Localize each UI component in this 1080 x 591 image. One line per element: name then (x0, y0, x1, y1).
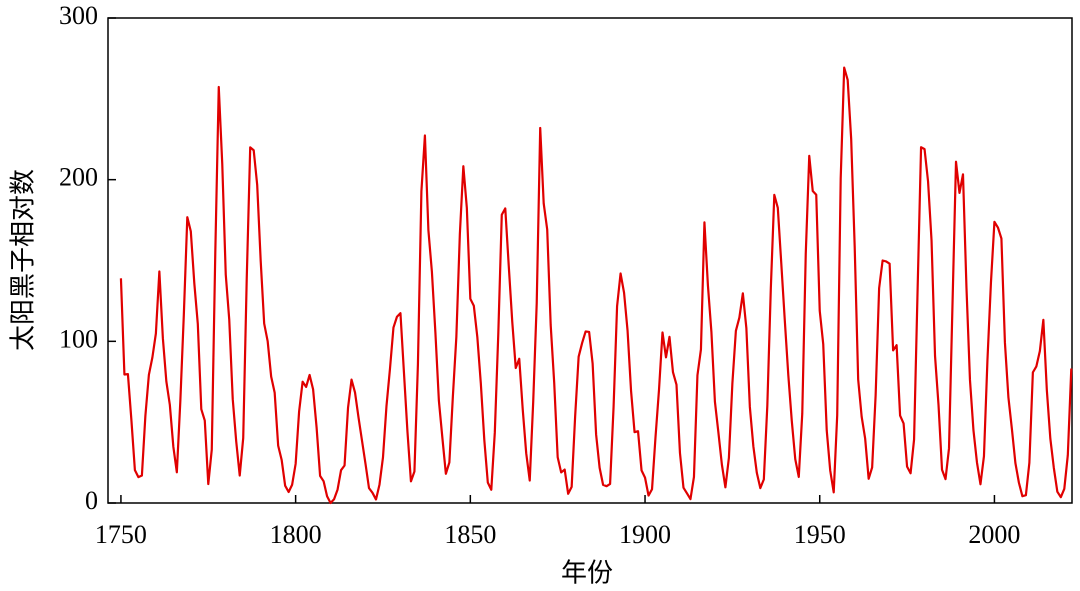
x-tick-label: 1800 (270, 520, 322, 549)
plot-frame (107, 17, 1073, 504)
x-tick-label: 1900 (619, 520, 671, 549)
x-axis-label: 年份 (561, 559, 613, 589)
x-tick-label: 1950 (794, 520, 846, 549)
y-axis-label: 太阳黑子相对数 (9, 169, 39, 351)
x-tick-label: 2000 (968, 520, 1020, 549)
y-tick-label: 100 (59, 324, 98, 353)
x-tick-label: 1750 (95, 520, 147, 549)
data-line (119, 66, 1073, 505)
x-tick-label: 1850 (444, 520, 496, 549)
y-tick-label: 300 (59, 1, 98, 30)
y-tick-label: 0 (85, 486, 98, 515)
y-tick-label: 200 (59, 163, 98, 192)
